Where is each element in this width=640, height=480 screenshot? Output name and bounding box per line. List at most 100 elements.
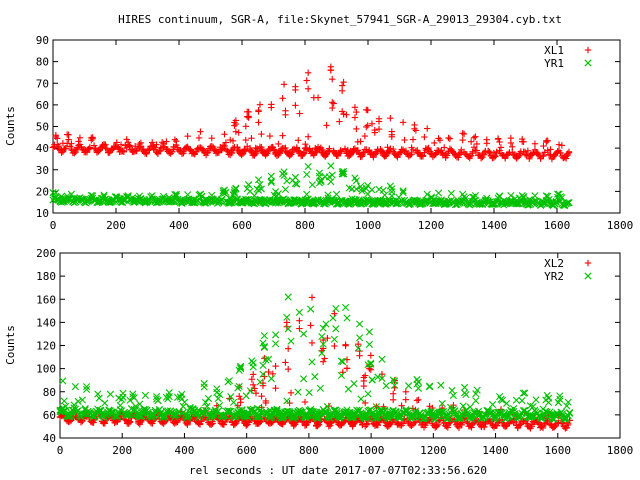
data-point: [245, 114, 252, 121]
data-point: [250, 371, 257, 378]
data-point: [301, 398, 309, 406]
data-point: [340, 110, 347, 118]
data-point: [319, 324, 327, 332]
data-point: [388, 131, 395, 138]
data-point: [472, 133, 479, 140]
data-point: [556, 392, 564, 400]
data-point: [486, 148, 493, 156]
data-point: [340, 78, 347, 86]
x-tick-label: 0: [57, 444, 64, 457]
data-point: [282, 111, 289, 119]
data-point: [67, 190, 76, 198]
data-point: [329, 75, 336, 83]
data-point: [353, 108, 360, 116]
data-point: [296, 110, 303, 117]
data-point: [447, 189, 455, 198]
data-point: [399, 119, 407, 126]
data-point: [361, 149, 369, 156]
data-point: [350, 380, 358, 388]
data-point: [387, 114, 394, 122]
data-point: [509, 143, 516, 151]
data-points-bottom: [56, 293, 574, 432]
data-point: [272, 384, 279, 392]
x-tick-label: 600: [237, 444, 257, 457]
data-point: [291, 179, 299, 188]
data-point: [249, 359, 257, 367]
data-point: [255, 107, 262, 114]
data-point: [421, 133, 428, 141]
data-point: [409, 136, 417, 143]
data-point: [458, 149, 465, 156]
x-tick-label: 1200: [418, 219, 445, 232]
data-point: [434, 189, 443, 197]
data-point: [308, 181, 316, 189]
data-point: [130, 148, 137, 156]
data-point: [375, 125, 383, 133]
data-point: [86, 144, 94, 152]
x-axis-label: rel seconds : UT date 2017-07-07T02:33:5…: [189, 464, 487, 477]
data-point: [401, 136, 408, 144]
data-point: [470, 143, 478, 151]
data-point: [382, 382, 390, 390]
data-point: [330, 100, 337, 107]
data-point: [282, 144, 289, 152]
data-point: [540, 142, 547, 150]
data-point: [356, 352, 363, 359]
data-point: [296, 325, 303, 332]
data-point: [294, 388, 302, 396]
data-point: [303, 170, 311, 179]
data-point: [544, 147, 551, 154]
data-point: [96, 147, 103, 154]
data-point: [153, 141, 160, 148]
data-point: [88, 137, 95, 144]
data-point: [60, 397, 68, 405]
data-point: [528, 150, 536, 158]
y-tick-label: 60: [36, 99, 49, 112]
data-point: [166, 149, 173, 157]
data-point: [303, 190, 311, 198]
data-point: [371, 129, 378, 136]
data-point: [318, 332, 326, 341]
y-tick-label: 90: [36, 34, 49, 47]
data-point: [459, 402, 467, 410]
data-point: [54, 135, 61, 142]
data-point: [242, 123, 249, 130]
data-point: [257, 185, 265, 193]
y-axis-label-top: Counts: [4, 106, 17, 146]
data-point: [555, 141, 563, 148]
data-point: [266, 132, 274, 140]
x-tick-label: 1800: [607, 219, 634, 232]
data-point: [68, 140, 75, 147]
x-tick-label: 600: [232, 219, 252, 232]
data-point: [425, 144, 432, 152]
data-point: [237, 399, 244, 406]
data-point: [426, 383, 434, 391]
y-tick-label: 30: [36, 164, 49, 177]
data-point: [267, 375, 275, 383]
x-tick-label: 1600: [545, 444, 572, 457]
data-point: [363, 123, 370, 131]
data-point: [300, 375, 308, 383]
data-point: [267, 172, 275, 180]
data-point: [284, 293, 292, 301]
y-tick-label: 200: [36, 247, 56, 260]
data-point: [459, 130, 466, 137]
data-point: [328, 171, 336, 179]
x-tick-label: 200: [106, 219, 126, 232]
data-point: [72, 148, 79, 156]
data-point: [281, 185, 290, 194]
data-point: [279, 95, 286, 102]
x-tick-label: 400: [175, 444, 195, 457]
y-axis-label-bottom: Counts: [4, 325, 17, 365]
data-point: [280, 81, 288, 88]
data-point: [327, 178, 335, 186]
data-point: [545, 394, 553, 402]
data-point: [496, 147, 503, 154]
data-point: [292, 102, 299, 109]
data-point: [100, 191, 108, 199]
data-point: [343, 365, 351, 372]
data-point: [431, 139, 438, 147]
y-tick-label: 140: [36, 316, 56, 329]
data-point: [59, 377, 67, 385]
data-point: [260, 332, 268, 340]
